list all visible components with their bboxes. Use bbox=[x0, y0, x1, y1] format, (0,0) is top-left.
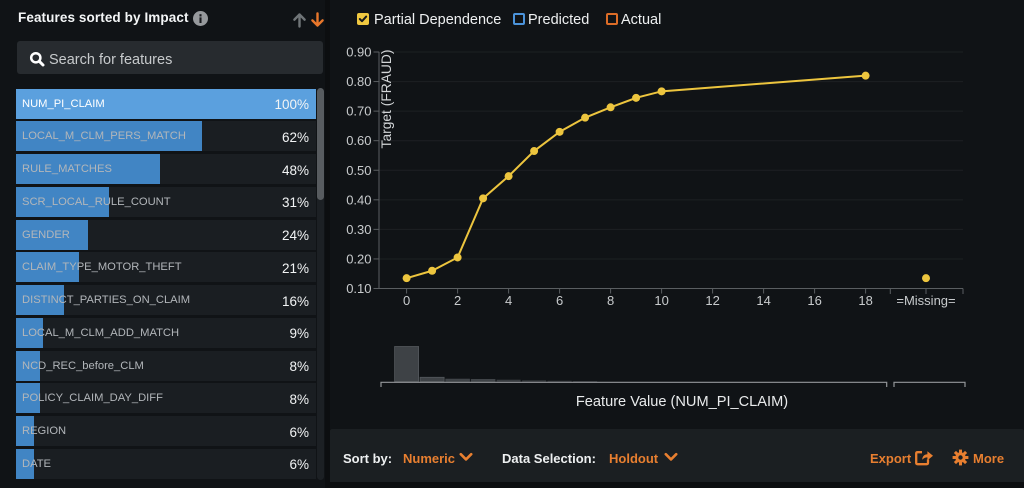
svg-text:0.70: 0.70 bbox=[346, 104, 371, 119]
svg-text:2: 2 bbox=[454, 293, 461, 308]
svg-text:0.30: 0.30 bbox=[346, 222, 371, 237]
svg-text:0.40: 0.40 bbox=[346, 192, 371, 207]
svg-text:0.60: 0.60 bbox=[346, 133, 371, 148]
svg-text:18: 18 bbox=[858, 293, 872, 308]
svg-text:0.20: 0.20 bbox=[346, 251, 371, 266]
svg-text:=Missing=: =Missing= bbox=[896, 293, 955, 308]
svg-text:Feature Value (NUM_PI_CLAIM): Feature Value (NUM_PI_CLAIM) bbox=[576, 394, 788, 410]
svg-text:Target (FRAUD): Target (FRAUD) bbox=[379, 50, 394, 149]
svg-text:8: 8 bbox=[607, 293, 614, 308]
svg-text:12: 12 bbox=[705, 293, 719, 308]
svg-text:0.90: 0.90 bbox=[346, 45, 371, 60]
svg-text:0.80: 0.80 bbox=[346, 74, 371, 89]
svg-text:0.10: 0.10 bbox=[346, 281, 371, 296]
svg-text:6: 6 bbox=[556, 293, 563, 308]
svg-text:14: 14 bbox=[756, 293, 770, 308]
svg-text:4: 4 bbox=[505, 293, 512, 308]
svg-text:16: 16 bbox=[807, 293, 821, 308]
svg-text:0.50: 0.50 bbox=[346, 163, 371, 178]
svg-text:10: 10 bbox=[654, 293, 668, 308]
svg-text:0: 0 bbox=[403, 293, 410, 308]
